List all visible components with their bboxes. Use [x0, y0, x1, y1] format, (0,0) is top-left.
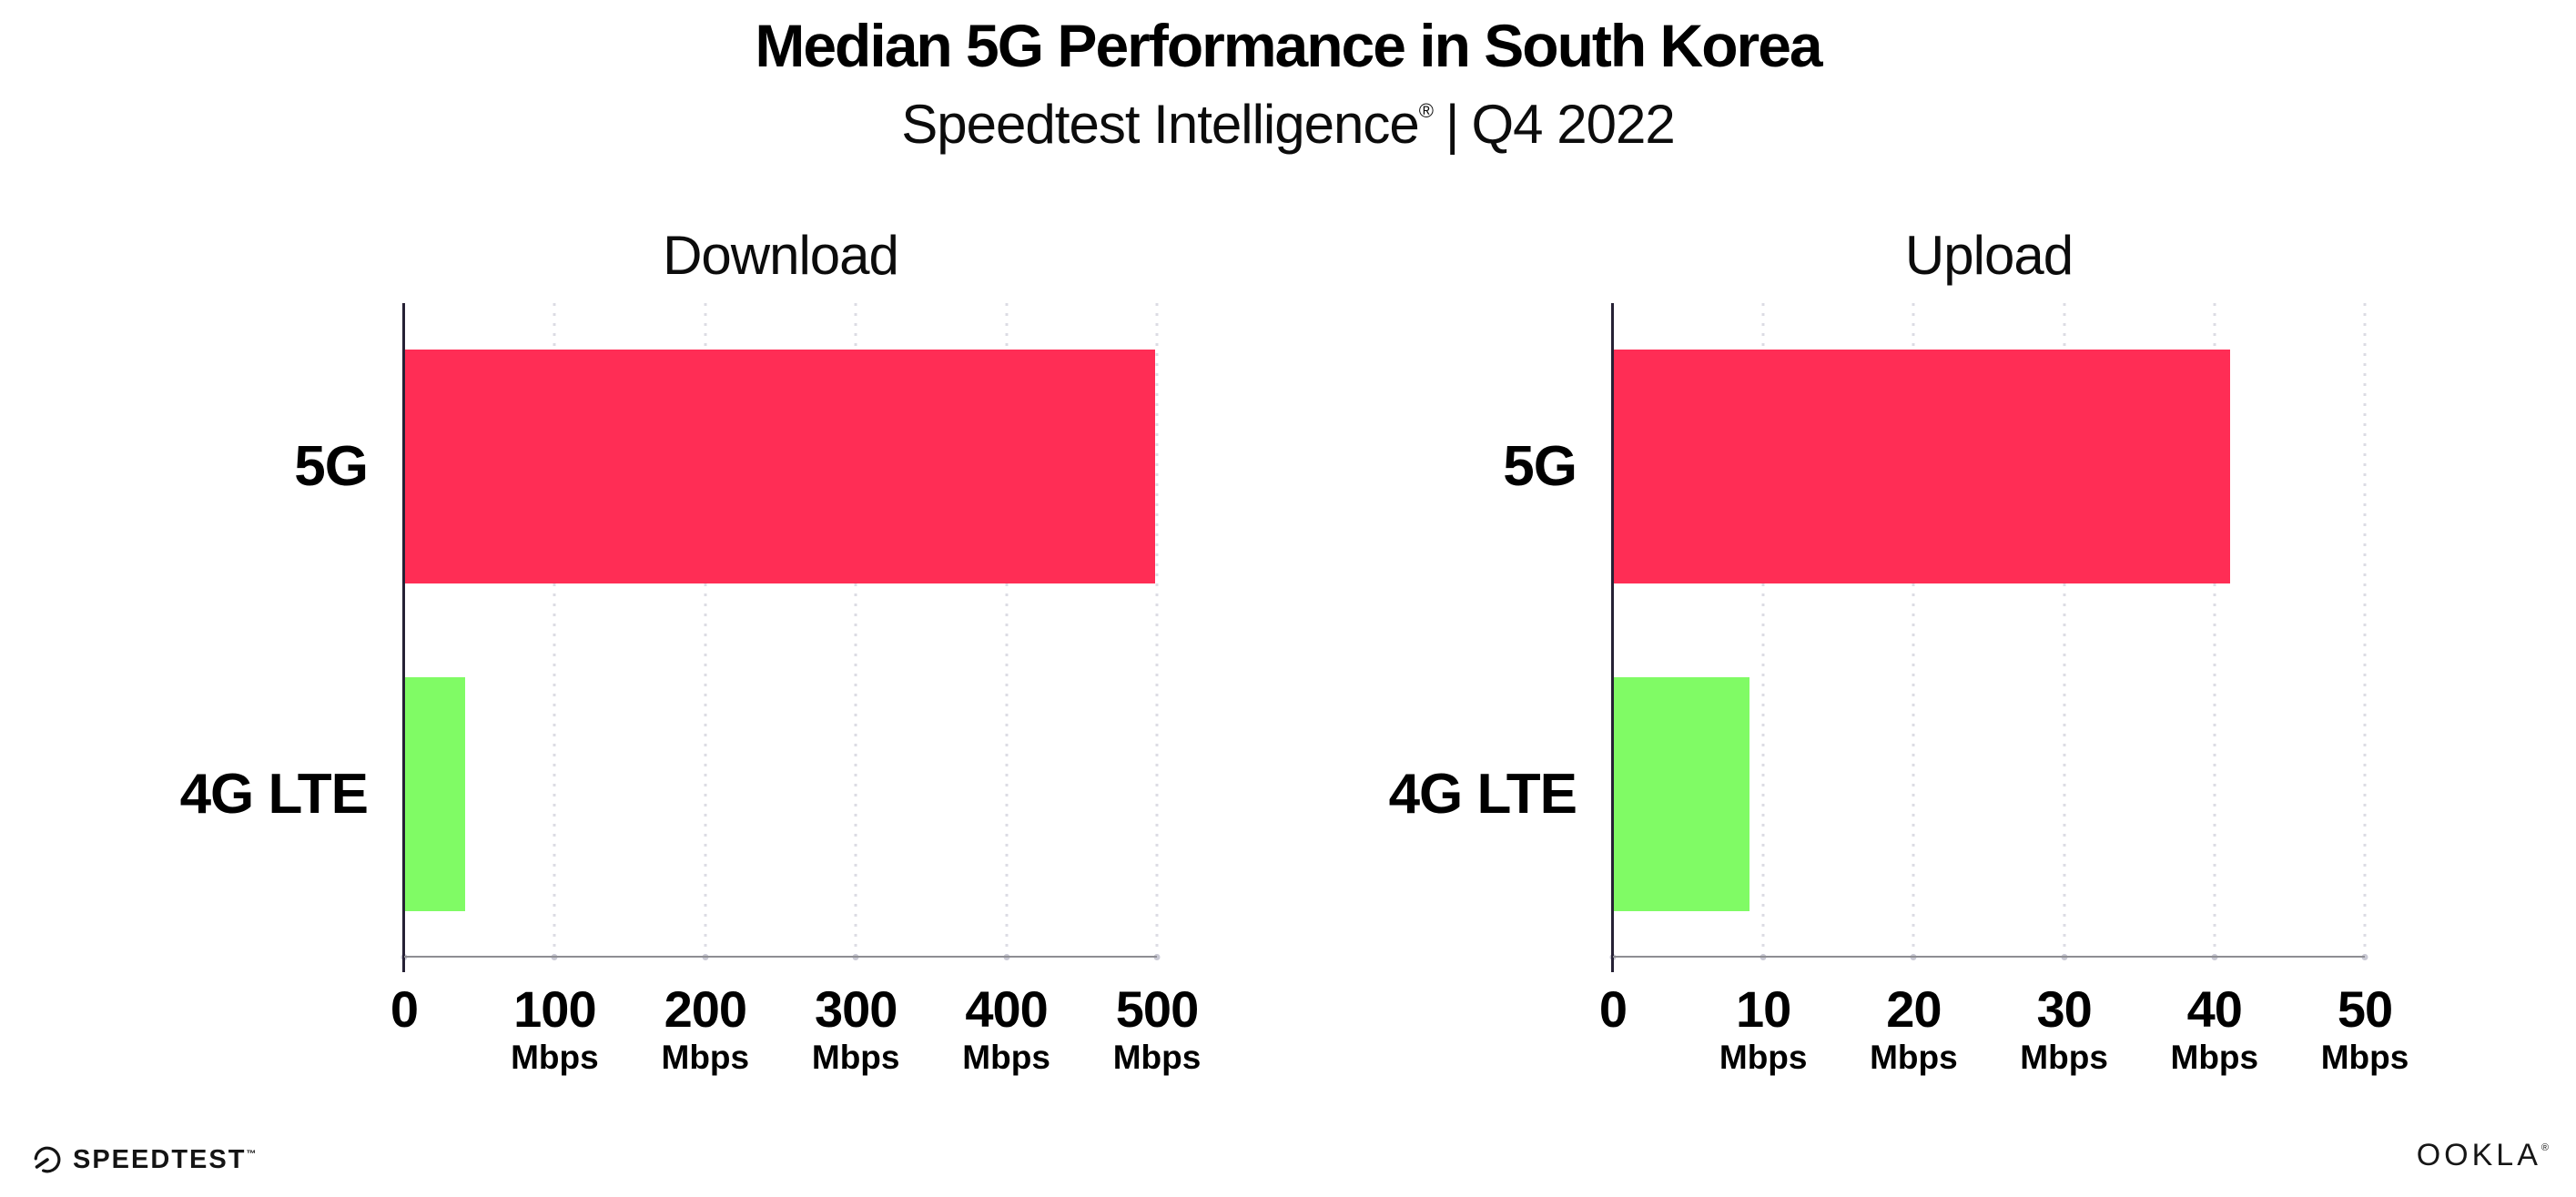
gridline-10-upload [1761, 303, 1765, 956]
download-chart-title: Download [663, 225, 899, 286]
x-tick-value-40-upload: 40 [2186, 980, 2243, 1038]
bar-row-4g-lte-download [405, 631, 1157, 959]
download-x-axis-line [404, 956, 1157, 958]
bar-4g-lte-download [405, 676, 466, 911]
x-tick-value-400-download: 400 [965, 980, 1048, 1038]
x-tick-value-50-upload: 50 [2337, 980, 2393, 1038]
x-tick-unit-20-upload: Mbps [1870, 1038, 1958, 1076]
x-tick-30-upload: 30 Mbps [2020, 980, 2108, 1077]
subtitle-separator: | [1445, 94, 1460, 155]
x-tick-value-10-upload: 10 [1736, 980, 1791, 1038]
x-tick-0-download: 0 [390, 980, 419, 1038]
bar-5g-download [405, 350, 1156, 584]
axis-tick-dot-50-upload [2361, 954, 2368, 960]
gridline-500-download [1155, 303, 1159, 956]
x-tick-200-download: 200 Mbps [661, 980, 750, 1077]
download-plot-area [401, 303, 1161, 972]
category-label-4g-lte-upload: 4G LTE [1388, 762, 1577, 826]
upload-x-axis: 0 10 Mbps 20 Mbps 30 Mbps 40 Mbps 50 Mbps [1599, 980, 2409, 1101]
x-tick-50-upload: 50 Mbps [2320, 980, 2409, 1077]
x-tick-unit-50-upload: Mbps [2320, 1038, 2409, 1076]
upload-plot-area [1609, 303, 2368, 972]
gridline-200-download [704, 303, 707, 956]
x-tick-unit-500-download: Mbps [1112, 1038, 1202, 1076]
registered-mark: ® [1418, 99, 1434, 122]
upload-category-labels: 5G 4G LTE [1209, 303, 1577, 958]
bar-4g-lte-upload [1614, 676, 1749, 911]
trademark-mark: ™ [246, 1148, 257, 1160]
category-label-5g-upload: 5G [1503, 435, 1577, 499]
subtitle-brand: Speedtest Intelligence [901, 94, 1419, 155]
page-title: Median 5G Performance in South Korea [755, 12, 1822, 79]
gridline-50-upload [2363, 303, 2367, 956]
x-tick-100-download: 100 Mbps [511, 980, 599, 1077]
upload-chart-title: Upload [1904, 225, 2074, 286]
page-subtitle: Speedtest Intelligence® | Q4 2022 [0, 93, 2576, 156]
ookla-registered-mark: ® [2541, 1142, 2549, 1153]
speedtest-logo: SPEEDTEST™ [33, 1141, 256, 1178]
ookla-wordmark: OOKLA® [2417, 1138, 2549, 1173]
upload-bars [1614, 303, 2365, 958]
x-tick-300-download: 300 Mbps [811, 980, 900, 1077]
x-tick-unit-300-download: Mbps [811, 1038, 900, 1076]
subtitle-period: Q4 2022 [1471, 94, 1676, 155]
x-tick-unit-100-download: Mbps [511, 1038, 599, 1076]
x-tick-10-upload: 10 Mbps [1719, 980, 1808, 1077]
category-label-5g-download: 5G [294, 435, 369, 499]
upload-x-axis-line [1613, 956, 2365, 958]
x-tick-unit-30-upload: Mbps [2020, 1038, 2108, 1076]
axis-tick-dot-500-download [1153, 954, 1161, 960]
bar-row-4g-lte-upload [1614, 631, 2365, 959]
download-category-labels: 5G 4G LTE [0, 303, 369, 958]
download-y-axis-line [402, 303, 405, 972]
download-bars [405, 303, 1157, 958]
gridline-20-upload [1912, 303, 1915, 956]
bar-row-5g-upload [1614, 303, 2365, 631]
x-tick-value-500-download: 500 [1115, 980, 1199, 1038]
x-tick-value-200-download: 200 [664, 980, 747, 1038]
ookla-wordmark-text: OOKLA [2416, 1138, 2541, 1172]
x-tick-value-30-upload: 30 [2036, 980, 2092, 1038]
gridline-400-download [1005, 303, 1009, 956]
x-tick-value-0-download: 0 [390, 980, 419, 1038]
speedtest-wordmark-text: SPEEDTEST [73, 1144, 247, 1174]
x-tick-unit-400-download: Mbps [962, 1038, 1050, 1076]
ookla-logo: OOKLA® [2417, 1138, 2549, 1174]
speedtest-gauge-icon [34, 1146, 61, 1173]
x-tick-0-upload: 0 [1598, 980, 1628, 1038]
x-tick-20-upload: 20 Mbps [1870, 980, 1958, 1077]
x-tick-unit-200-download: Mbps [661, 1038, 750, 1076]
x-tick-400-download: 400 Mbps [962, 980, 1050, 1077]
gridline-100-download [553, 303, 556, 956]
category-label-4g-lte-download: 4G LTE [179, 762, 369, 826]
x-tick-40-upload: 40 Mbps [2170, 980, 2259, 1077]
download-x-axis: 0 100 Mbps 200 Mbps 300 Mbps 400 Mbps 500 Mbps [390, 980, 1201, 1101]
gridline-40-upload [2213, 303, 2216, 956]
x-tick-value-100-download: 100 [513, 980, 596, 1038]
x-tick-500-download: 500 Mbps [1112, 980, 1202, 1077]
x-tick-unit-40-upload: Mbps [2170, 1038, 2259, 1076]
speedtest-wordmark: SPEEDTEST™ [73, 1145, 256, 1175]
upload-y-axis-line [1611, 303, 1614, 972]
x-tick-value-20-upload: 20 [1886, 980, 1942, 1038]
x-tick-value-0-upload: 0 [1598, 980, 1628, 1038]
gridline-300-download [854, 303, 857, 956]
x-tick-unit-10-upload: Mbps [1719, 1038, 1808, 1076]
bar-5g-upload [1614, 350, 2230, 584]
bar-row-5g-download [405, 303, 1157, 631]
gridline-30-upload [2063, 303, 2066, 956]
x-tick-value-300-download: 300 [814, 980, 898, 1038]
